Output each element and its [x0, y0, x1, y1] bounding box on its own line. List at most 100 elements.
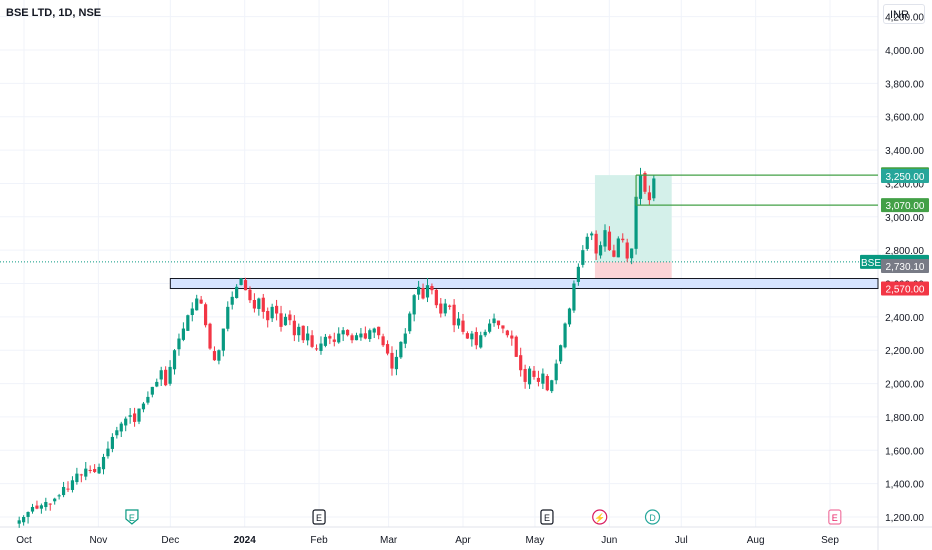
- candle-body: [492, 318, 496, 324]
- candle: [368, 328, 372, 342]
- candle-body: [541, 373, 545, 384]
- candle: [301, 325, 305, 343]
- earnings-marker-icon: [125, 509, 139, 525]
- candle: [26, 511, 30, 524]
- candle-body: [523, 368, 527, 382]
- candle: [306, 326, 310, 346]
- candle: [35, 500, 39, 510]
- earnings-marker-icon: [828, 509, 842, 525]
- candle-body: [203, 304, 208, 326]
- x-tick-label: Sep: [821, 535, 839, 546]
- event-marker-label: ⚡: [594, 512, 605, 524]
- candle: [514, 335, 518, 357]
- candle-body: [399, 341, 403, 358]
- candle-body: [425, 285, 430, 298]
- candle-body: [652, 178, 656, 199]
- candle-body: [510, 335, 514, 339]
- event-marker-label: E: [129, 513, 135, 523]
- candle-body: [368, 330, 372, 340]
- candle: [314, 344, 319, 351]
- candle: [75, 467, 79, 485]
- candle: [195, 294, 199, 311]
- candle: [474, 327, 478, 350]
- candle-body: [208, 323, 212, 349]
- candle: [106, 441, 110, 459]
- price-badge-label: 2,730.10: [886, 262, 925, 273]
- candle-body: [132, 413, 137, 422]
- candle-body: [403, 333, 407, 344]
- candle-body: [377, 326, 381, 336]
- candle-body: [501, 325, 505, 329]
- x-tick-label: May: [526, 535, 545, 546]
- candle-body: [35, 505, 39, 509]
- candle: [257, 297, 261, 316]
- candle: [594, 230, 598, 260]
- candle: [430, 283, 434, 295]
- candle: [97, 463, 101, 475]
- candle-body: [456, 318, 461, 326]
- currency-selector[interactable]: INR: [883, 4, 925, 24]
- candle-body: [137, 408, 141, 422]
- price-badge: [881, 168, 929, 183]
- y-tick-label: 1,400.00: [885, 480, 924, 491]
- candle: [501, 325, 505, 334]
- candle-body: [598, 245, 603, 256]
- candle: [510, 330, 514, 346]
- candle-body: [643, 172, 647, 192]
- candle-body: [274, 305, 279, 314]
- candle: [616, 236, 620, 258]
- candle: [101, 453, 106, 475]
- candle-body: [288, 314, 292, 321]
- y-tick-label: 2,800.00: [885, 246, 924, 257]
- candle: [488, 319, 492, 334]
- candle: [61, 481, 66, 498]
- candle: [230, 291, 234, 310]
- candle: [519, 347, 523, 377]
- price-badge: [881, 259, 929, 274]
- candle: [532, 366, 536, 380]
- candle-body: [279, 313, 283, 327]
- candle: [332, 332, 336, 347]
- candle-body: [443, 303, 447, 314]
- symbol-badge: [860, 254, 882, 269]
- x-tick-label: Apr: [455, 535, 471, 546]
- candle-body: [381, 336, 385, 346]
- x-tick-label: Nov: [89, 535, 107, 546]
- candle-body: [465, 333, 470, 339]
- candle: [541, 368, 545, 389]
- candle-body: [434, 289, 438, 306]
- candle: [377, 326, 381, 340]
- candle-body: [310, 335, 314, 347]
- candle-body: [141, 403, 146, 410]
- candle-body: [57, 495, 61, 497]
- candle-body: [168, 366, 172, 384]
- candle-body: [115, 430, 119, 436]
- candle: [443, 298, 447, 317]
- candle: [30, 503, 35, 514]
- candle-body: [53, 498, 57, 502]
- y-tick-label: 3,200.00: [885, 179, 924, 190]
- candle-body: [350, 335, 354, 341]
- candle: [350, 333, 354, 344]
- candle: [190, 302, 194, 322]
- candle-body: [563, 323, 567, 348]
- candle: [70, 476, 75, 493]
- candle: [226, 301, 230, 332]
- candle-body: [306, 333, 310, 341]
- candle: [590, 231, 594, 241]
- candle: [279, 305, 283, 332]
- candle-body: [75, 473, 79, 483]
- candle: [536, 370, 541, 387]
- candle-body: [470, 333, 474, 340]
- candle-body: [124, 418, 128, 426]
- candle-body: [212, 351, 217, 361]
- candle-body: [297, 326, 301, 336]
- candle: [479, 331, 483, 349]
- candle: [88, 465, 92, 474]
- candle: [270, 303, 274, 323]
- candle-body: [292, 320, 296, 336]
- y-tick-label: 1,800.00: [885, 413, 924, 424]
- candle-body: [496, 320, 501, 326]
- candle-body: [385, 344, 390, 354]
